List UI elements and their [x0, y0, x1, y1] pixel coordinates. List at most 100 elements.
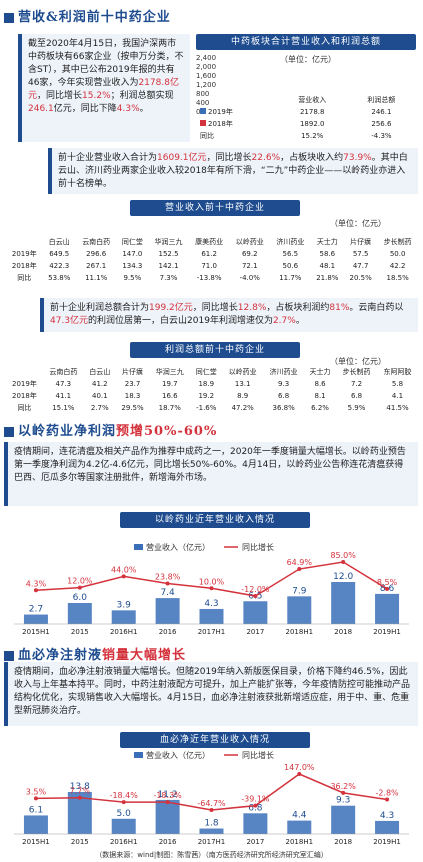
- bar: [67, 603, 92, 624]
- revenue-top10-unit: （单位：亿元）: [330, 219, 386, 228]
- growth-point: [341, 790, 346, 795]
- x-tick-label: 2017H1: [198, 628, 226, 636]
- bar-value-label: 4.3: [380, 811, 394, 821]
- growth-point: [33, 588, 38, 593]
- table-row: 云南白药 白云山 片仔癀 华润三九 同仁堂 以岭药业 济川药业 天士力 步长制药 东阿阿胶: [49, 368, 412, 376]
- table-row: 同比 15.2% -4.3%: [200, 132, 392, 140]
- growth-point: [77, 585, 82, 590]
- bar: [287, 596, 312, 624]
- growth-label: 8.5%: [377, 578, 398, 587]
- growth-point: [297, 772, 302, 776]
- growth-point: [121, 574, 126, 579]
- growth-point: [77, 795, 82, 800]
- bar-value-label: 12.0: [333, 572, 353, 582]
- bar: [23, 815, 48, 834]
- bar: [375, 593, 400, 624]
- revenue-top10-paragraph: 前十企业营业收入合计为1609.1亿元，同比增长22.6%，占板块收入约73.9…: [48, 148, 418, 194]
- bar-value-label: 2.7: [29, 605, 43, 615]
- table-row: 白云山 云南白药 同仁堂 华润三九 康美药业 以岭药业 济川药业 天士力 片仔癀 步长制药: [48, 238, 412, 246]
- x-tick-label: 2017: [246, 628, 264, 636]
- bar-value-label: 13.8: [70, 782, 90, 792]
- x-tick-label: 2017: [246, 838, 264, 846]
- footer-source: （数据来源：wind|制图：陈雪茜）（南方医药经济研究所经济研究室汇编）: [95, 851, 328, 859]
- revenue-top10-table: 白云山 云南白药 同仁堂 华润三九 康美药业 以岭药业 济川药业 天士力 片仔癀 步长制药 201…: [6, 236, 418, 284]
- section-title-xuebijing: 血必净注射液销量大幅增长: [4, 644, 186, 663]
- table-row: 2019年 2178.8 246.1: [198, 106, 416, 118]
- bar-value-label: 6.1: [29, 805, 43, 815]
- bar: [287, 820, 312, 834]
- growth-label: 64.9%: [287, 558, 313, 567]
- growth-point: [209, 586, 214, 591]
- legend-label-growth: 同比增长: [242, 542, 274, 552]
- xuebijing-paragraph: 疫情期间，血必净注射液销量大幅增长。但随2019年纳入新版医保目录，价格下降约4…: [4, 662, 418, 726]
- bar-value-label: 7.4: [160, 588, 175, 598]
- growth-label: -12.0%: [241, 585, 270, 594]
- summary-table-banner: 中药板块合计营业收入和利润总额: [196, 34, 416, 50]
- growth-label: 7.7%: [70, 787, 91, 796]
- bar: [375, 820, 400, 834]
- growth-label: -64.7%: [197, 799, 226, 808]
- xuebijing-chart-banner: 血必净近年营业收入情况: [120, 732, 310, 748]
- growth-point: [165, 800, 170, 805]
- bar: [243, 813, 268, 834]
- growth-point: [253, 594, 258, 598]
- x-tick-label: 2018: [334, 628, 352, 636]
- xuebijing-chart: 营业收入（亿元） 同比增长 6.1 2015H1 13.8 2015 5.0 2016H1 11…: [14, 750, 409, 846]
- bar: [331, 805, 356, 834]
- bar-value-label: 1.8: [204, 819, 219, 829]
- growth-label: 85.0%: [330, 551, 356, 560]
- bar: [111, 818, 136, 834]
- table-row: 同比 15.1% 2.7% 29.5% 18.7% -1.6% 47.2% 36.8% 6.2…: [17, 404, 409, 412]
- table-row: 2019年 649.5 296.6 147.0 152.5 61.2 69.2 56.5 58…: [11, 250, 406, 258]
- section-square-icon: [4, 12, 14, 23]
- legend-swatch-revenue: [134, 544, 143, 550]
- growth-point: [385, 586, 390, 591]
- bar-value-label: 7.9: [292, 586, 307, 596]
- profit-top10-unit: （单位：亿元）: [330, 357, 386, 366]
- growth-point: [297, 567, 302, 572]
- section-square-icon: [4, 650, 14, 661]
- x-tick-label: 2018H1: [286, 838, 314, 846]
- growth-label: 3.5%: [26, 787, 47, 796]
- legend-swatch-revenue: [134, 752, 143, 758]
- legend-swatch-2018: [200, 120, 206, 126]
- x-tick-label: 2015H1: [22, 628, 50, 636]
- x-tick-label: 2015: [71, 838, 89, 846]
- yiling-chart-banner: 以岭药业近年营业收入情况: [120, 512, 310, 528]
- growth-point: [33, 796, 38, 801]
- growth-label: 4.3%: [26, 579, 47, 588]
- growth-point: [385, 797, 390, 802]
- growth-label: -18.3%: [153, 791, 182, 800]
- growth-label: 12.0%: [67, 577, 93, 586]
- bar-value-label: 6.0: [73, 593, 88, 603]
- growth-point: [209, 808, 214, 812]
- x-tick-label: 2017H1: [198, 838, 226, 846]
- growth-label: 36.2%: [330, 782, 356, 791]
- growth-point: [165, 581, 170, 586]
- bar-value-label: 4.4: [292, 811, 307, 821]
- bar: [155, 799, 180, 834]
- growth-label: -39.1%: [241, 795, 270, 804]
- x-tick-label: 2016H1: [110, 628, 138, 636]
- bar: [331, 582, 356, 624]
- bar: [111, 610, 136, 624]
- x-tick-label: 2015: [71, 628, 89, 636]
- x-tick-label: 2016H1: [110, 838, 138, 846]
- bar: [23, 614, 48, 624]
- legend-label-growth: 同比增长: [242, 750, 274, 760]
- bar-value-label: 11.2: [158, 790, 178, 800]
- bar-value-label: 6.8: [248, 803, 263, 813]
- growth-point: [341, 560, 346, 564]
- revenue-top10-banner: 营业收入前十中药企业: [130, 200, 300, 216]
- growth-label: 10.0%: [199, 577, 225, 586]
- table-row: 营业收入 利润总额: [298, 96, 396, 104]
- bar: [199, 608, 224, 624]
- section-square-icon: [4, 426, 14, 437]
- x-tick-label: 2018H1: [286, 628, 314, 636]
- x-tick-label: 2018: [334, 838, 352, 846]
- legend-swatch-2019: [200, 108, 206, 114]
- bar-value-label: 5.0: [117, 809, 132, 819]
- summary-unit: （单位：亿元）: [280, 55, 336, 64]
- table-row: 2018年 422.3 267.1 134.3 142.1 71.0 72.1 50.6 48…: [11, 262, 406, 270]
- summary-table: 营业收入 利润总额 2019年 2178.8 246.1 2018年 1892.…: [198, 94, 416, 142]
